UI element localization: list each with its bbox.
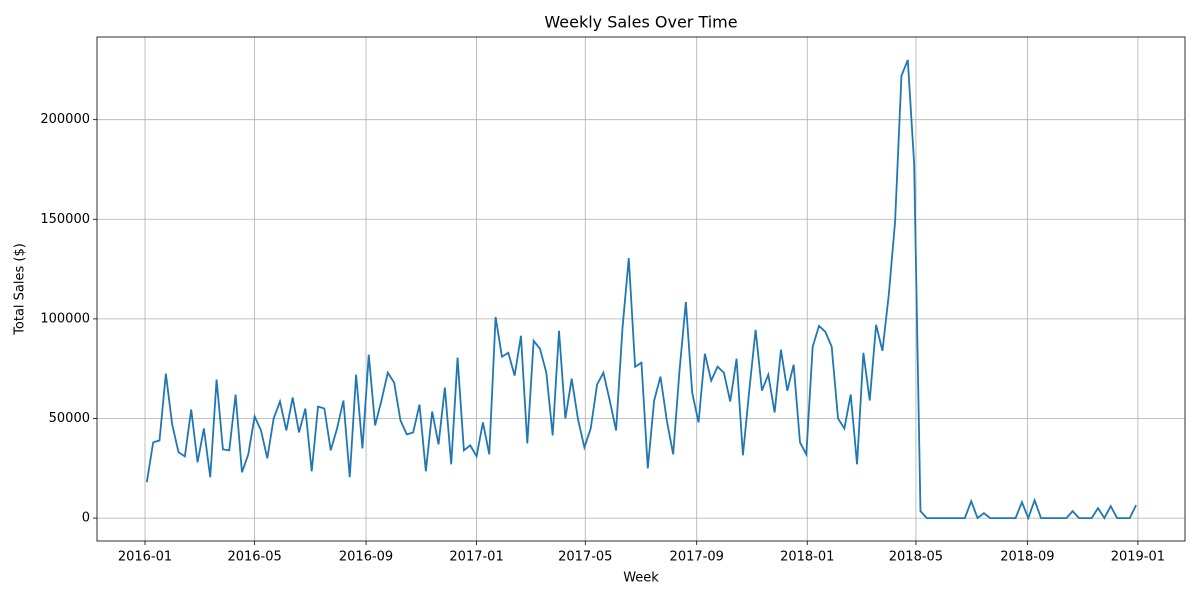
x-tick-label: 2018-05 [889,550,943,565]
grid [97,37,1185,541]
x-tick-label: 2016-09 [339,550,393,565]
y-tick-label: 50000 [49,411,90,426]
chart-title: Weekly Sales Over Time [544,13,737,32]
ticks: 2016-01 2016-05 2016-09 2017-01 2017-05 2017-… [40,112,1165,564]
x-tick-label: 2019-01 [1111,550,1165,565]
x-tick-label: 2017-05 [558,550,612,565]
x-tick-label: 2016-05 [227,550,281,565]
x-tick-label: 2017-01 [449,550,503,565]
x-tick-label: 2018-01 [780,550,834,565]
y-tick-label: 100000 [40,311,90,326]
axes-frame [96,36,1186,542]
x-tick-label: 2016-01 [118,550,172,565]
y-tick-label: 0 [82,511,90,526]
plot [145,59,1137,521]
sales-line [145,59,1137,521]
y-axis-label: Total Sales ($) [13,243,28,336]
x-tick-label: 2017-09 [670,550,724,565]
y-tick-label: 150000 [40,212,90,227]
y-tick-label: 200000 [40,112,90,127]
x-tick-label: 2018-09 [1000,550,1054,565]
x-axis-label: Week [623,571,659,586]
